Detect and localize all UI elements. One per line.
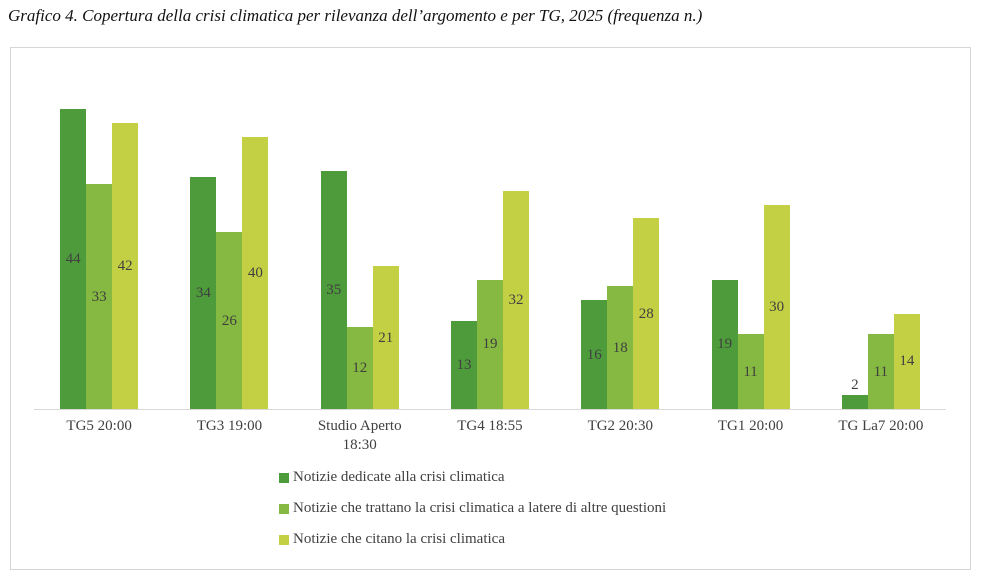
- legend-item-series2: Notizie che trattano la crisi climatica …: [279, 500, 666, 517]
- bar-series2-tg3-19-00: [216, 231, 243, 409]
- bar-series1-studio-aperto-18-30: [320, 170, 347, 409]
- plot-area: 44 33 42 34 26 40 35 12 21 13 19 32 16 18 28 19 11 30 2 11 1…: [34, 48, 946, 410]
- legend-swatch-icon: [279, 534, 289, 545]
- bar-value-label: 34: [195, 285, 211, 302]
- bar-value-label: 18: [612, 339, 628, 356]
- bar-value-label: 11: [743, 363, 758, 380]
- bar-value-label: 32: [508, 292, 524, 308]
- bar-value-label: 28: [638, 305, 654, 322]
- bar-value-label: 19: [717, 336, 733, 353]
- bar-series2-tg5-20-00: [86, 184, 113, 409]
- legend-swatch-icon: [279, 472, 289, 483]
- bar-series2-tg1-20-00: [737, 334, 764, 409]
- legend-label: Notizie che citano la crisi climatica: [293, 531, 505, 547]
- x-axis-label: TG3 19:00: [196, 418, 263, 434]
- bar-value-label: 26: [221, 312, 237, 329]
- bar-value-label: 40: [247, 264, 263, 281]
- x-axis-label: TG2 20:30: [587, 418, 653, 434]
- legend-label: Notizie dedicate alla crisi climatica: [293, 469, 505, 485]
- bar-series1-tg2-20-30: [581, 300, 608, 409]
- bar-value-label: 11: [873, 363, 889, 380]
- bar-value-label: 14: [899, 353, 915, 370]
- x-axis-label: TG La7 20:00: [838, 418, 924, 434]
- bar-series3-tg2-20-30: [633, 218, 660, 409]
- bar-series1-tg-la7-20-00: [841, 395, 868, 409]
- bar-value-label: 13: [456, 356, 472, 373]
- x-axis-label: TG5 20:00: [66, 418, 132, 434]
- bar-value-label: 21: [378, 329, 394, 346]
- x-axis-label: Studio Aperto 18:30: [317, 418, 402, 453]
- bar-value-label: 33: [91, 288, 107, 305]
- bar-series2-studio-aperto-18-30: [346, 327, 373, 409]
- x-axis: TG5 20:00 TG3 19:00 Studio Aperto 18:30 TG4…: [34, 417, 946, 463]
- bar-series3-tg-la7-20-00: [893, 313, 920, 409]
- bar-series1-tg5-20-00: [60, 109, 87, 409]
- bar-series3-tg1-20-00: [763, 204, 790, 409]
- chart-area: 44 33 42 34 26 40 35 12 21 13 19 32 16 18 28 19 11 30 2 11 1…: [10, 47, 971, 570]
- bar-value-label: 19: [482, 336, 498, 353]
- legend-label: Notizie che trattano la crisi climatica …: [293, 500, 667, 516]
- x-axis-label: TG1 20:00: [717, 418, 784, 434]
- legend-swatch-icon: [279, 503, 289, 514]
- bar-value-label: 12: [352, 360, 368, 377]
- bar-series3-tg4-18-55: [503, 191, 529, 409]
- bar-series2-tg-la7-20-00: [867, 334, 894, 409]
- bar-series2-tg4-18-55: [477, 279, 503, 409]
- bar-series1-tg3-19-00: [190, 177, 217, 409]
- bar-value-label: 42: [117, 258, 133, 274]
- x-axis-label: TG4 18:55: [457, 418, 523, 434]
- bar-value-label: 30: [769, 298, 785, 315]
- bar-value-label: 35: [326, 281, 342, 298]
- legend: Notizie dedicate alla crisi climatica Not…: [279, 469, 666, 548]
- bar-series1-tg1-20-00: [711, 279, 738, 409]
- bar-value-label: 44: [65, 251, 81, 268]
- bar-series1-tg4-18-55: [451, 320, 477, 409]
- legend-item-series1: Notizie dedicate alla crisi climatica: [279, 469, 666, 486]
- legend-item-series3: Notizie che citano la crisi climatica: [279, 531, 666, 548]
- chart-title: Grafico 4. Copertura della crisi climati…: [8, 6, 703, 25]
- bar-value-label: 2: [851, 377, 859, 394]
- bar-series2-tg2-20-30: [607, 286, 634, 409]
- bar-series3-tg5-20-00: [112, 122, 139, 409]
- bar-series3-tg3-19-00: [242, 136, 269, 409]
- bar-series3-studio-aperto-18-30: [372, 266, 399, 409]
- bar-value-label: 16: [586, 346, 602, 363]
